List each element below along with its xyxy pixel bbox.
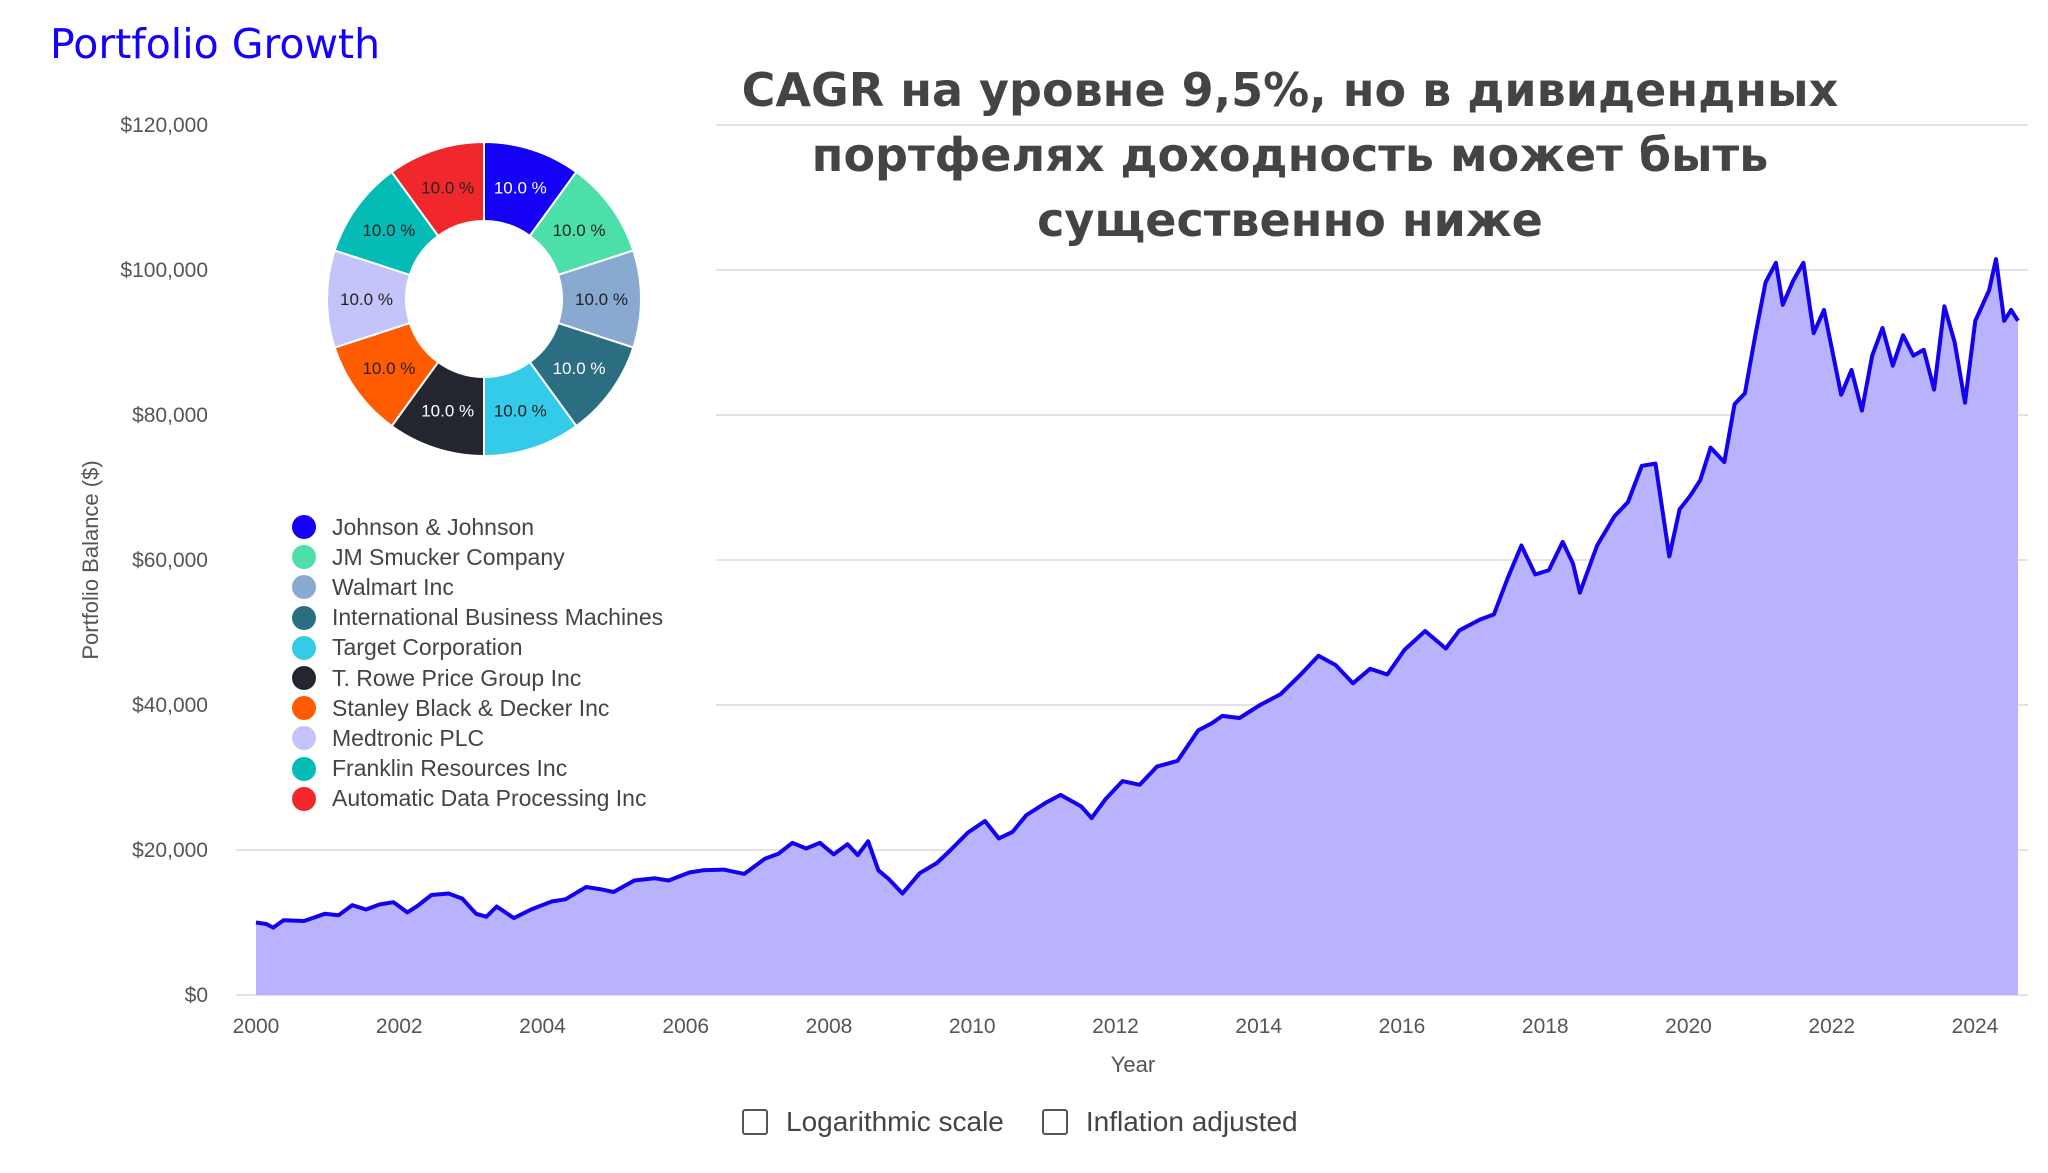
- inflation-adjusted-label[interactable]: Inflation adjusted: [1085, 1106, 1298, 1137]
- legend-color-dot: [292, 515, 316, 540]
- pie-slice-label: 10.0 %: [362, 359, 415, 378]
- x-tick-label: 2016: [1379, 1015, 1426, 1038]
- balance-line: [255, 257, 2020, 930]
- pie-slice[interactable]: [390, 140, 485, 238]
- x-tick-label: 2012: [1092, 1015, 1139, 1038]
- x-axis-title: Year: [1111, 1052, 1155, 1077]
- legend-item[interactable]: Walmart Inc: [292, 572, 663, 602]
- pie-slice-label: 10.0 %: [553, 359, 606, 378]
- x-tick-label: 2024: [1952, 1015, 1999, 1038]
- legend-item[interactable]: Medtronic PLC: [292, 723, 663, 753]
- headline-line: портфелях доходность может быть: [811, 128, 1769, 182]
- pie-slice-label: 10.0 %: [340, 290, 393, 309]
- logarithmic-scale-checkbox[interactable]: [742, 1109, 768, 1135]
- x-tick-label: 2002: [376, 1015, 423, 1038]
- headline: CAGR на уровне 9,5%, но в дивидендных по…: [700, 58, 1880, 253]
- legend-color-dot: [292, 635, 316, 660]
- legend-item[interactable]: Automatic Data Processing Inc: [292, 784, 663, 814]
- legend-item[interactable]: Johnson & Johnson: [292, 512, 663, 542]
- pie-slice-label: 10.0 %: [362, 221, 415, 240]
- legend-color-dot: [292, 726, 316, 751]
- legend-label: Automatic Data Processing Inc: [332, 785, 647, 812]
- y-tick-label: $40,000: [132, 694, 208, 717]
- legend-label: Stanley Black & Decker Inc: [332, 694, 610, 721]
- legend-color-dot: [292, 696, 316, 721]
- legend-label: T. Rowe Price Group Inc: [332, 664, 582, 691]
- legend-item[interactable]: JM Smucker Company: [292, 542, 663, 572]
- logarithmic-scale-label[interactable]: Logarithmic scale: [786, 1106, 1004, 1137]
- x-tick-label: 2018: [1522, 1015, 1569, 1038]
- allocation-donut: 10.0 % 10.0 % 10.0 % 10.0 % 10.0 % 10.0 % 10.0…: [326, 140, 642, 458]
- headline-line: существенно ниже: [1037, 193, 1543, 247]
- y-axis-title: Portfolio Balance ($): [78, 460, 103, 659]
- legend-color-dot: [292, 756, 316, 781]
- legend-label: Medtronic PLC: [332, 724, 485, 751]
- legend-label: Walmart Inc: [332, 573, 454, 600]
- legend-color-dot: [292, 786, 316, 811]
- x-tick-label: 2004: [519, 1015, 566, 1038]
- legend-color-dot: [292, 605, 316, 630]
- legend-label: Johnson & Johnson: [332, 513, 535, 540]
- x-tick-label: 2020: [1665, 1015, 1712, 1038]
- pie-legend: Johnson & Johnson JM Smucker Company Walma…: [292, 512, 663, 814]
- legend-label: Target Corporation: [332, 634, 523, 661]
- legend-label: JM Smucker Company: [332, 543, 565, 570]
- legend-item[interactable]: Stanley Black & Decker Inc: [292, 693, 663, 723]
- legend-color-dot: [292, 666, 316, 691]
- x-tick-label: 2010: [949, 1015, 996, 1038]
- balance-area: [256, 259, 2018, 996]
- y-tick-label: $0: [185, 984, 208, 1007]
- x-tick-label: 2000: [233, 1015, 280, 1038]
- y-tick-label: $100,000: [120, 259, 208, 282]
- legend-label: Franklin Resources Inc: [332, 755, 568, 782]
- pie-slice-label: 10.0 %: [575, 290, 628, 309]
- y-tick-label: $20,000: [132, 839, 208, 862]
- chart-options: Logarithmic scale Inflation adjusted: [742, 1106, 1298, 1138]
- legend-color-dot: [292, 575, 316, 600]
- legend-color-dot: [292, 545, 316, 570]
- pie-slice-label: 10.0 %: [421, 178, 474, 197]
- x-tick-label: 2006: [662, 1015, 709, 1038]
- y-tick-label: $120,000: [120, 114, 208, 137]
- pie-slice-label: 10.0 %: [553, 221, 606, 240]
- x-tick-label: 2022: [1808, 1015, 1855, 1038]
- x-tick-label: 2008: [806, 1015, 853, 1038]
- legend-item[interactable]: Franklin Resources Inc: [292, 754, 663, 784]
- pie-slice-label: 10.0 %: [421, 402, 474, 421]
- page-title: Portfolio Growth: [50, 20, 381, 68]
- pie-slice-label: 10.0 %: [494, 178, 547, 197]
- y-tick-label: $80,000: [132, 404, 208, 427]
- legend-item[interactable]: T. Rowe Price Group Inc: [292, 663, 663, 693]
- legend-label: International Business Machines: [332, 604, 664, 631]
- legend-item[interactable]: Target Corporation: [292, 633, 663, 663]
- legend-item[interactable]: International Business Machines: [292, 603, 663, 633]
- y-tick-label: $60,000: [132, 549, 208, 572]
- inflation-adjusted-checkbox[interactable]: [1041, 1109, 1068, 1135]
- pie-slice-label: 10.0 %: [494, 402, 547, 421]
- x-tick-label: 2014: [1235, 1015, 1282, 1038]
- headline-line: CAGR на уровне 9,5%, но в дивидендных: [741, 63, 1839, 117]
